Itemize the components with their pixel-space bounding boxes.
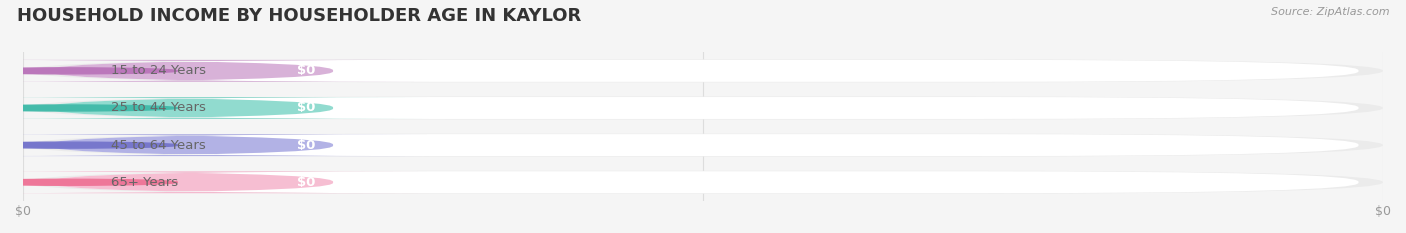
FancyBboxPatch shape	[48, 134, 1358, 156]
FancyBboxPatch shape	[48, 60, 1358, 82]
Circle shape	[0, 142, 177, 148]
FancyBboxPatch shape	[0, 97, 429, 119]
FancyBboxPatch shape	[22, 96, 1384, 120]
Text: $0: $0	[297, 102, 315, 114]
Circle shape	[0, 105, 177, 111]
Text: Source: ZipAtlas.com: Source: ZipAtlas.com	[1271, 7, 1389, 17]
FancyBboxPatch shape	[22, 134, 1384, 157]
Text: 25 to 44 Years: 25 to 44 Years	[111, 102, 207, 114]
Text: $0: $0	[297, 64, 315, 77]
Text: $0: $0	[297, 176, 315, 189]
FancyBboxPatch shape	[0, 60, 429, 82]
Circle shape	[0, 179, 177, 185]
Text: HOUSEHOLD INCOME BY HOUSEHOLDER AGE IN KAYLOR: HOUSEHOLD INCOME BY HOUSEHOLDER AGE IN K…	[17, 7, 581, 25]
FancyBboxPatch shape	[0, 134, 429, 156]
FancyBboxPatch shape	[22, 59, 1384, 82]
FancyBboxPatch shape	[48, 97, 1358, 119]
Text: 15 to 24 Years: 15 to 24 Years	[111, 64, 207, 77]
FancyBboxPatch shape	[0, 171, 429, 193]
Text: 45 to 64 Years: 45 to 64 Years	[111, 139, 207, 152]
FancyBboxPatch shape	[22, 171, 1384, 194]
FancyBboxPatch shape	[48, 171, 1358, 193]
Circle shape	[0, 68, 177, 74]
Text: 65+ Years: 65+ Years	[111, 176, 179, 189]
Text: $0: $0	[297, 139, 315, 152]
